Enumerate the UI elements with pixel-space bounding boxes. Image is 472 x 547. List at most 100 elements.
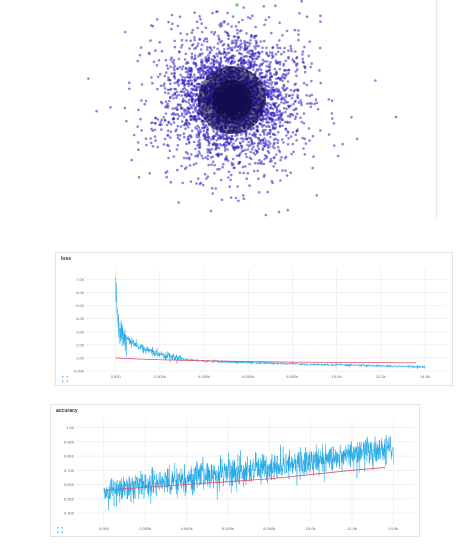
embedding-point [240, 46, 243, 49]
embedding-point [158, 123, 162, 127]
embedding-point [188, 122, 191, 126]
embedding-point [189, 180, 193, 183]
embedding-point [202, 70, 205, 73]
embedding-point [195, 133, 199, 136]
embedding-point [143, 102, 146, 106]
embedding-point [230, 46, 234, 50]
embedding-point [251, 14, 254, 17]
embedding-point [218, 50, 221, 53]
embedding-point [165, 123, 169, 127]
embedding-point [173, 39, 176, 43]
embedding-point [196, 26, 199, 30]
embedding-point [278, 121, 282, 124]
expand-icon[interactable] [57, 527, 63, 533]
embedding-point [156, 145, 159, 149]
embedding-point [247, 44, 250, 48]
embedding-point [167, 156, 170, 160]
embedding-point [183, 76, 187, 80]
embedding-point [225, 134, 229, 137]
embedding-point [248, 162, 251, 166]
embedding-point [181, 181, 184, 185]
embedding-point [225, 144, 228, 147]
embedding-point [190, 44, 194, 47]
embedding-scatter-plot[interactable] [0, 0, 472, 222]
embedding-point [255, 151, 259, 154]
embedding-point [248, 184, 251, 187]
embedding-point [175, 128, 178, 131]
embedding-point [257, 177, 260, 181]
embedding-point [176, 124, 180, 128]
embedding-point [210, 187, 214, 190]
embedding-point [228, 56, 232, 60]
embedding-point [179, 32, 182, 35]
embedding-point [198, 128, 202, 132]
embedding-point [297, 33, 300, 36]
embedding-point [212, 59, 216, 63]
embedding-point [264, 144, 267, 147]
embedding-point [180, 38, 184, 42]
embedding-point [264, 125, 268, 128]
embedding-point [194, 64, 198, 68]
embedding-point [178, 51, 181, 54]
embedding-point [205, 177, 208, 180]
embedding-point [175, 90, 179, 94]
embedding-point [187, 101, 191, 104]
embedding-point [262, 141, 265, 144]
embedding-point [217, 34, 220, 38]
embedding-point [190, 52, 194, 55]
embedding-point [180, 43, 184, 47]
embedding-point [163, 91, 167, 94]
embedding-point [215, 52, 218, 56]
embedding-point [185, 82, 188, 86]
embedding-point [285, 86, 289, 90]
embedding-point [266, 78, 269, 82]
embedding-point [216, 168, 219, 171]
expand-icon[interactable] [62, 376, 68, 382]
embedding-point [180, 90, 184, 93]
embedding-point [251, 57, 255, 61]
embedding-point [304, 142, 308, 145]
embedding-point [214, 132, 218, 135]
embedding-point [270, 53, 274, 57]
embedding-point [172, 117, 175, 121]
embedding-point [236, 185, 239, 188]
embedding-point [256, 142, 260, 146]
embedding-point [244, 148, 247, 152]
embedding-point [220, 198, 224, 202]
embedding-point [177, 103, 180, 107]
embedding-point [283, 68, 286, 72]
embedding-point [226, 22, 230, 26]
embedding-point [226, 159, 230, 163]
x-tick-label: 6.000k [222, 526, 234, 531]
embedding-point [242, 60, 245, 63]
embedding-point [268, 65, 272, 69]
embedding-point [246, 51, 249, 54]
embedding-point [217, 146, 221, 150]
embedding-point [234, 196, 238, 200]
embedding-point [199, 17, 202, 21]
embedding-point [198, 14, 201, 18]
embedding-point [196, 177, 200, 180]
embedding-point [282, 106, 286, 110]
embedding-point [280, 156, 283, 159]
embedding-point [263, 80, 267, 83]
embedding-point [232, 35, 236, 38]
embedding-point [274, 73, 278, 76]
embedding-point [198, 152, 202, 155]
embedding-point [218, 65, 221, 69]
embedding-point [203, 172, 207, 176]
embedding-point [253, 35, 256, 38]
embedding-point [295, 112, 299, 116]
embedding-point [255, 125, 258, 128]
embedding-point [278, 21, 281, 25]
embedding-point [165, 175, 168, 179]
embedding-point [166, 67, 170, 70]
embedding-point [184, 150, 188, 154]
embedding-point [240, 133, 243, 136]
embedding-point [160, 128, 163, 131]
embedding-point [278, 110, 281, 114]
embedding-point [252, 169, 256, 173]
embedding-point [318, 46, 322, 50]
embedding-point [268, 63, 271, 66]
embedding-point [197, 113, 201, 116]
